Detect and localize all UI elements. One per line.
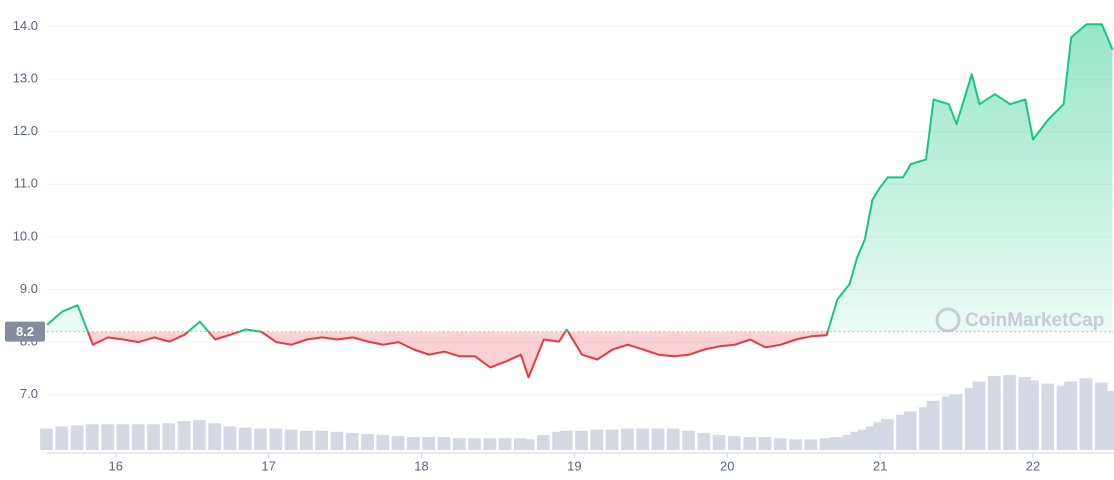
volume-bar — [238, 427, 252, 450]
volume-bar — [559, 430, 573, 450]
x-tick-label: 17 — [261, 458, 275, 473]
watermark: CoinMarketCap — [935, 307, 1104, 333]
volume-bar — [177, 421, 191, 450]
volume-bar — [773, 438, 787, 450]
volume-bar — [903, 411, 917, 450]
volume-bar — [636, 428, 650, 450]
volume-bar — [1105, 391, 1114, 450]
y-tick-label: 11.0 — [14, 176, 38, 191]
volume-bar — [1094, 382, 1108, 450]
volume-bar — [193, 420, 206, 450]
x-tick-label: 20 — [720, 458, 734, 473]
volume-bar — [269, 428, 283, 450]
volume-bar — [330, 431, 344, 450]
volume-bar — [682, 430, 695, 450]
x-tick-label: 22 — [1026, 458, 1040, 473]
watermark-text: CoinMarketCap — [965, 310, 1104, 331]
axes: 7.08.09.010.011.012.013.014.016171819202… — [5, 18, 1114, 473]
y-tick-label: 14.0 — [13, 18, 38, 33]
volume-bar — [987, 376, 1001, 450]
grid — [47, 25, 1114, 396]
volume-bar — [70, 425, 84, 450]
volume-bar — [40, 428, 53, 450]
volume-bar — [804, 439, 818, 450]
volume-bar — [55, 426, 69, 450]
volume-bar — [789, 439, 802, 450]
volume-bar — [728, 436, 741, 450]
volume-bar — [743, 437, 757, 450]
volume-bar — [345, 432, 359, 450]
volume-bar — [223, 426, 237, 450]
volume-bar — [880, 418, 894, 450]
x-tick-label: 21 — [873, 458, 887, 473]
volume-bar — [1041, 383, 1055, 450]
volume-bar — [254, 428, 267, 450]
volume-bar — [391, 436, 405, 450]
volume-bar — [86, 424, 99, 450]
volume-bar — [819, 438, 833, 450]
volume-bar — [697, 432, 711, 450]
volume-bars — [40, 375, 1114, 450]
volume-bar — [830, 437, 844, 450]
volume-bar — [147, 424, 160, 450]
volume-bar — [605, 429, 619, 450]
volume-bar — [422, 437, 436, 450]
price-line-down — [86, 331, 829, 379]
volume-bar — [1003, 375, 1016, 450]
volume-bar — [208, 423, 221, 450]
x-tick-label: 16 — [109, 458, 123, 473]
volume-bar — [376, 435, 390, 450]
area-up — [47, 24, 1113, 332]
volume-bar — [758, 437, 772, 450]
y-tick-label: 7.0 — [20, 386, 38, 401]
volume-bar — [1079, 378, 1093, 450]
volume-bar — [361, 433, 374, 450]
volume-bar — [300, 430, 313, 450]
x-tick-label: 19 — [567, 458, 581, 473]
volume-bar — [162, 423, 176, 450]
volume-bar — [949, 394, 963, 450]
y-tick-label: 10.0 — [13, 228, 38, 243]
volume-bar — [521, 439, 535, 450]
price-line-up — [46, 23, 1114, 332]
volume-bar — [926, 400, 940, 450]
volume-bar — [575, 430, 588, 450]
y-tick-label: 12.0 — [13, 123, 38, 138]
y-tick-label: 9.0 — [20, 281, 38, 296]
baseline-label: 8.2 — [16, 324, 34, 339]
volume-bar — [452, 438, 466, 450]
volume-bar — [666, 428, 680, 450]
volume-bar — [315, 430, 328, 450]
volume-bar — [483, 438, 497, 450]
volume-bar — [468, 438, 481, 450]
volume-bar — [116, 424, 130, 450]
volume-bar — [131, 424, 145, 450]
plot — [46, 23, 1114, 379]
volume-bar — [498, 438, 512, 450]
volume-bar — [407, 437, 420, 450]
volume-bar — [621, 428, 634, 450]
watermark-logo — [935, 307, 961, 333]
volume-bar — [1064, 381, 1078, 450]
volume-bar — [1026, 380, 1039, 450]
y-tick-label: 13.0 — [13, 70, 38, 85]
volume-bar — [101, 424, 114, 450]
volume-bar — [437, 437, 451, 450]
volume-bar — [712, 435, 726, 450]
volume-bar — [972, 381, 986, 450]
baseline-label-box — [5, 321, 45, 342]
area-down — [47, 331, 1113, 378]
volume-bar — [651, 428, 665, 450]
volume-bar — [590, 429, 604, 450]
volume-bar — [536, 435, 550, 450]
x-tick-label: 18 — [414, 458, 428, 473]
volume-bar — [514, 438, 527, 450]
volume-bar — [284, 429, 298, 450]
